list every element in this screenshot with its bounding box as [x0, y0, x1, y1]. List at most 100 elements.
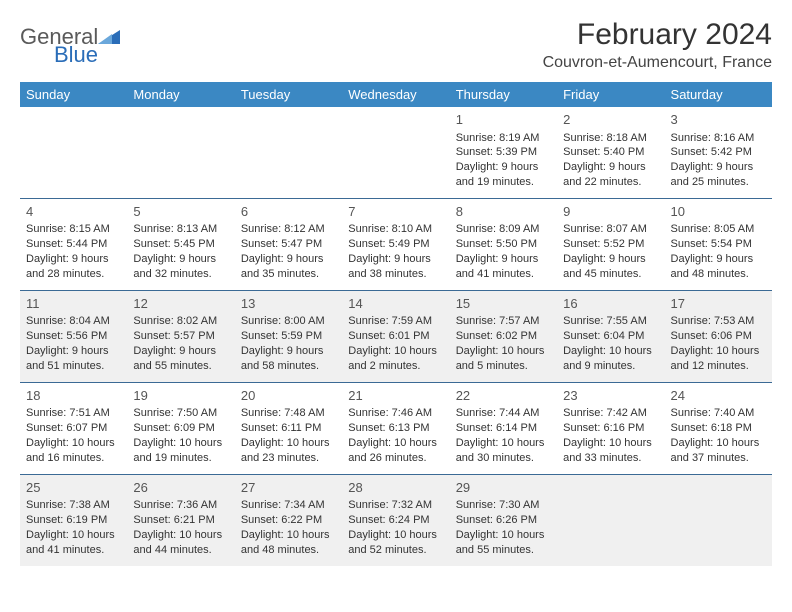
calendar-cell: 17Sunrise: 7:53 AMSunset: 6:06 PMDayligh…	[665, 290, 772, 382]
calendar-cell	[20, 107, 127, 198]
sunset-line: Sunset: 5:45 PM	[133, 237, 228, 252]
sunset-line: Sunset: 6:06 PM	[671, 329, 766, 344]
sunrise-line: Sunrise: 8:12 AM	[241, 222, 336, 237]
sunrise-line: Sunrise: 7:36 AM	[133, 498, 228, 513]
sunrise-line: Sunrise: 7:42 AM	[563, 406, 658, 421]
sunrise-line: Sunrise: 7:32 AM	[348, 498, 443, 513]
daylight-line: Daylight: 9 hours and 55 minutes.	[133, 344, 228, 374]
sunrise-line: Sunrise: 8:10 AM	[348, 222, 443, 237]
sunset-line: Sunset: 5:47 PM	[241, 237, 336, 252]
sunset-line: Sunset: 6:13 PM	[348, 421, 443, 436]
calendar-cell: 13Sunrise: 8:00 AMSunset: 5:59 PMDayligh…	[235, 290, 342, 382]
sunset-line: Sunset: 5:56 PM	[26, 329, 121, 344]
daylight-line: Daylight: 9 hours and 41 minutes.	[456, 252, 551, 282]
day-number: 21	[348, 387, 443, 405]
daylight-line: Daylight: 9 hours and 38 minutes.	[348, 252, 443, 282]
sunrise-line: Sunrise: 8:15 AM	[26, 222, 121, 237]
calendar-cell: 23Sunrise: 7:42 AMSunset: 6:16 PMDayligh…	[557, 382, 664, 474]
sunrise-line: Sunrise: 7:46 AM	[348, 406, 443, 421]
sunrise-line: Sunrise: 7:34 AM	[241, 498, 336, 513]
day-number: 27	[241, 479, 336, 497]
sunset-line: Sunset: 5:40 PM	[563, 145, 658, 160]
weekday-header: Thursday	[450, 82, 557, 107]
weekday-header: Monday	[127, 82, 234, 107]
calendar-cell: 19Sunrise: 7:50 AMSunset: 6:09 PMDayligh…	[127, 382, 234, 474]
daylight-line: Daylight: 9 hours and 32 minutes.	[133, 252, 228, 282]
calendar-table: SundayMondayTuesdayWednesdayThursdayFrid…	[20, 82, 772, 566]
calendar-cell: 11Sunrise: 8:04 AMSunset: 5:56 PMDayligh…	[20, 290, 127, 382]
daylight-line: Daylight: 10 hours and 9 minutes.	[563, 344, 658, 374]
sunrise-line: Sunrise: 7:38 AM	[26, 498, 121, 513]
calendar-cell: 22Sunrise: 7:44 AMSunset: 6:14 PMDayligh…	[450, 382, 557, 474]
day-number: 25	[26, 479, 121, 497]
calendar-cell: 15Sunrise: 7:57 AMSunset: 6:02 PMDayligh…	[450, 290, 557, 382]
sunrise-line: Sunrise: 7:48 AM	[241, 406, 336, 421]
day-number: 22	[456, 387, 551, 405]
calendar-cell: 6Sunrise: 8:12 AMSunset: 5:47 PMDaylight…	[235, 198, 342, 290]
day-number: 12	[133, 295, 228, 313]
sunset-line: Sunset: 5:57 PM	[133, 329, 228, 344]
daylight-line: Daylight: 9 hours and 58 minutes.	[241, 344, 336, 374]
sunset-line: Sunset: 5:59 PM	[241, 329, 336, 344]
calendar-cell: 29Sunrise: 7:30 AMSunset: 6:26 PMDayligh…	[450, 474, 557, 565]
sunrise-line: Sunrise: 8:19 AM	[456, 131, 551, 146]
day-number: 19	[133, 387, 228, 405]
logo-text-wrap: General Blue	[20, 26, 120, 66]
daylight-line: Daylight: 10 hours and 5 minutes.	[456, 344, 551, 374]
calendar-cell: 16Sunrise: 7:55 AMSunset: 6:04 PMDayligh…	[557, 290, 664, 382]
sunset-line: Sunset: 6:22 PM	[241, 513, 336, 528]
calendar-page: General Blue February 2024 Couvron-et-Au…	[0, 0, 792, 576]
day-number: 3	[671, 111, 766, 129]
calendar-cell: 3Sunrise: 8:16 AMSunset: 5:42 PMDaylight…	[665, 107, 772, 198]
daylight-line: Daylight: 9 hours and 22 minutes.	[563, 160, 658, 190]
sunset-line: Sunset: 6:02 PM	[456, 329, 551, 344]
sunset-line: Sunset: 6:21 PM	[133, 513, 228, 528]
location: Couvron-et-Aumencourt, France	[543, 54, 772, 72]
day-number: 7	[348, 203, 443, 221]
sunset-line: Sunset: 6:07 PM	[26, 421, 121, 436]
calendar-cell	[557, 474, 664, 565]
daylight-line: Daylight: 10 hours and 55 minutes.	[456, 528, 551, 558]
sunset-line: Sunset: 6:14 PM	[456, 421, 551, 436]
header: General Blue February 2024 Couvron-et-Au…	[20, 18, 772, 72]
calendar-week: 11Sunrise: 8:04 AMSunset: 5:56 PMDayligh…	[20, 290, 772, 382]
sunset-line: Sunset: 6:01 PM	[348, 329, 443, 344]
calendar-cell: 8Sunrise: 8:09 AMSunset: 5:50 PMDaylight…	[450, 198, 557, 290]
sunrise-line: Sunrise: 7:57 AM	[456, 314, 551, 329]
calendar-cell	[342, 107, 449, 198]
sunrise-line: Sunrise: 7:59 AM	[348, 314, 443, 329]
calendar-cell: 5Sunrise: 8:13 AMSunset: 5:45 PMDaylight…	[127, 198, 234, 290]
calendar-week: 25Sunrise: 7:38 AMSunset: 6:19 PM Dayligh…	[20, 474, 772, 565]
daylight-line: Daylight: 10 hours and 44 minutes.	[133, 528, 228, 558]
calendar-cell	[127, 107, 234, 198]
title-block: February 2024 Couvron-et-Aumencourt, Fra…	[543, 18, 772, 72]
sunset-line: Sunset: 5:54 PM	[671, 237, 766, 252]
daylight-line: Daylight: 10 hours and 2 minutes.	[348, 344, 443, 374]
day-number: 23	[563, 387, 658, 405]
daylight-line: Daylight: 9 hours and 28 minutes.	[26, 252, 121, 282]
calendar-cell: 7Sunrise: 8:10 AMSunset: 5:49 PMDaylight…	[342, 198, 449, 290]
day-number: 17	[671, 295, 766, 313]
sunset-line: Sunset: 6:24 PM	[348, 513, 443, 528]
daylight-line: Daylight: 9 hours and 25 minutes.	[671, 160, 766, 190]
daylight-line: Daylight: 9 hours and 48 minutes.	[671, 252, 766, 282]
daylight-line: Daylight: 10 hours and 23 minutes.	[241, 436, 336, 466]
weekday-header: Saturday	[665, 82, 772, 107]
daylight-line: Daylight: 10 hours and 12 minutes.	[671, 344, 766, 374]
day-number: 29	[456, 479, 551, 497]
weekday-header: Wednesday	[342, 82, 449, 107]
sunrise-line: Sunrise: 8:18 AM	[563, 131, 658, 146]
daylight-line: Daylight: 10 hours and 48 minutes.	[241, 528, 336, 558]
sunset-line: Sunset: 6:09 PM	[133, 421, 228, 436]
day-number: 26	[133, 479, 228, 497]
day-number: 20	[241, 387, 336, 405]
calendar-cell: 26Sunrise: 7:36 AMSunset: 6:21 PMDayligh…	[127, 474, 234, 565]
day-number: 10	[671, 203, 766, 221]
sunset-line: Sunset: 5:39 PM	[456, 145, 551, 160]
sunrise-line: Sunrise: 7:51 AM	[26, 406, 121, 421]
weekday-header: Tuesday	[235, 82, 342, 107]
calendar-cell: 24Sunrise: 7:40 AMSunset: 6:18 PMDayligh…	[665, 382, 772, 474]
sunset-line: Sunset: 6:19 PM	[26, 513, 121, 528]
calendar-cell: 9Sunrise: 8:07 AMSunset: 5:52 PMDaylight…	[557, 198, 664, 290]
sunrise-line: Sunrise: 8:00 AM	[241, 314, 336, 329]
